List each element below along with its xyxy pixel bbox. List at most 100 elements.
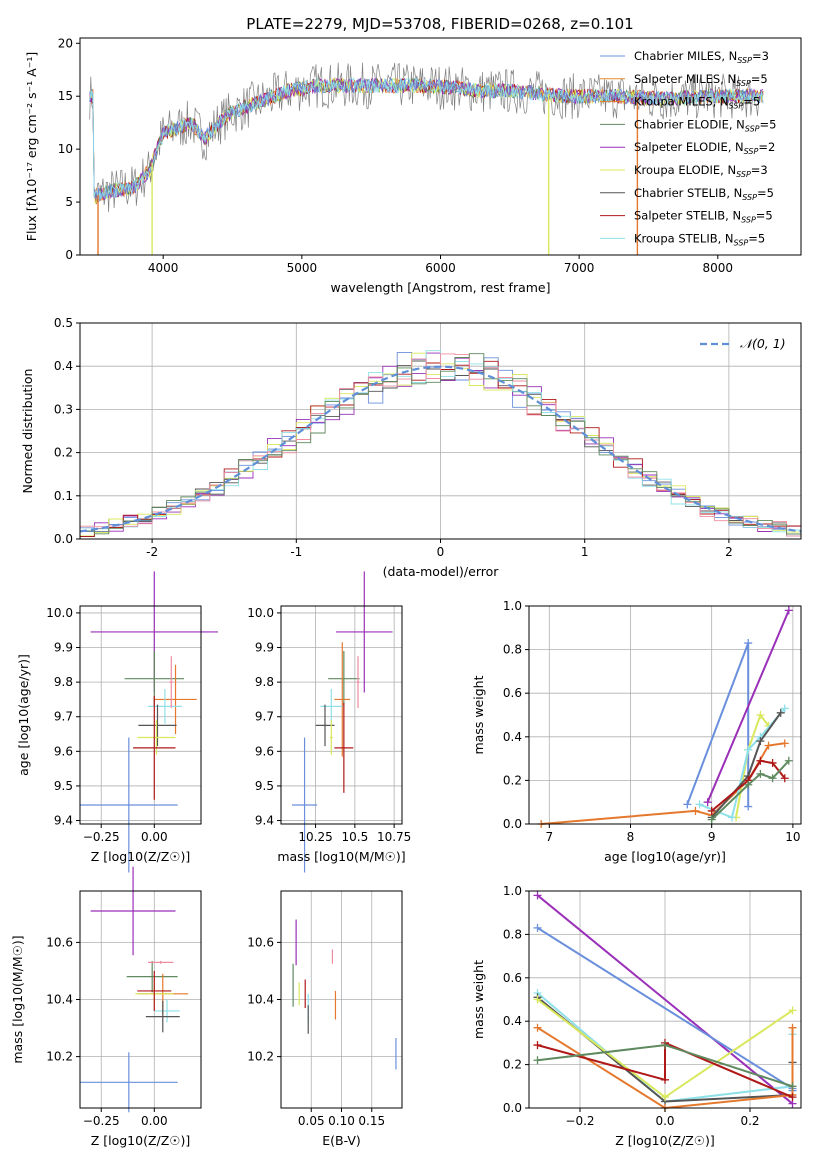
series-line [536, 1026, 794, 1110]
y-tick-label: 9.4 [54, 814, 73, 828]
data-point [780, 704, 789, 713]
legend-entry: Salpeter ELODIE, NSSP=2 [634, 140, 775, 156]
data-point [533, 1041, 542, 1050]
data-point [784, 756, 793, 765]
series-line [686, 642, 750, 807]
legend-entry: Chabrier MILES, NSSP=3 [634, 49, 769, 65]
x-axis-label: E(B-V) [322, 1133, 361, 1148]
data-point [768, 774, 777, 783]
x-axis-label: age [log10(age/yr)] [604, 849, 726, 864]
data-point [744, 780, 753, 789]
x-tick-label: 9 [708, 830, 716, 844]
x-tick-label: 8000 [703, 261, 734, 275]
y-tick-label: 0.4 [503, 730, 522, 744]
y-tick-label: 0 [65, 248, 73, 262]
y-tick-label: 10.2 [247, 1050, 274, 1064]
y-tick-label: 10.6 [247, 935, 274, 949]
y-tick-label: 20 [58, 36, 73, 50]
panel-age-vs-Z: −0.25 0.00 9.4 9.5 9.6 9.7 9.8 9.9 10.0 Z [log10(… [16, 571, 218, 873]
axes-frame [528, 605, 802, 825]
data-point [756, 769, 765, 778]
x-axis-label: Z [log10(Z/Z☉)] [615, 1133, 715, 1148]
y-tick-label: 0.1 [54, 489, 73, 503]
y-tick-label: 0.8 [503, 643, 522, 657]
data-point [683, 800, 692, 809]
x-axis-label: Z [log10(Z/Z☉)] [91, 849, 191, 864]
series-line [536, 894, 794, 1105]
data-point [661, 1075, 669, 1084]
y-tick-label: 0.2 [54, 446, 73, 460]
legend-entry: Chabrier STELIB, NSSP=5 [634, 186, 774, 202]
data-point [744, 802, 753, 811]
y-tick-label: 9.5 [255, 779, 274, 793]
data-point [727, 813, 736, 822]
panel-spectrum: 4000 5000 6000 7000 8000 0 5 10 15 20 wavelength [… [24, 36, 802, 295]
y-tick-label: 0.3 [54, 402, 73, 416]
x-tick-label: 10 [785, 830, 800, 844]
data-point [764, 741, 773, 750]
plot-area [292, 919, 397, 1070]
y-axis-label: mass [log10(M/M☉)] [10, 935, 25, 1063]
y-tick-label: 5 [65, 195, 73, 209]
y-tick-label: 10 [58, 142, 73, 156]
figure-title: PLATE=2279, MJD=53708, FIBERID=0268, z=0… [246, 15, 633, 33]
data-point [756, 737, 765, 746]
data-point [788, 1082, 797, 1091]
x-tick-label: 10.5 [341, 830, 368, 844]
panel-mass-vs-ebv: 0.05 0.10 0.15 10.2 10.4 10.6 E(B-V) [247, 890, 403, 1148]
data-point [780, 739, 789, 748]
x-tick-label: -1 [290, 545, 302, 559]
y-tick-label: 1.0 [503, 884, 522, 898]
legend: Chabrier MILES, NSSP=3 Salpeter MILES, NS… [600, 49, 776, 247]
x-tick-label: 0 [437, 545, 445, 559]
y-tick-label: 15 [58, 89, 73, 103]
y-tick-label: 9.4 [255, 814, 274, 828]
data-point [695, 800, 704, 809]
x-tick-label: 5000 [287, 261, 318, 275]
y-tick-label: 9.7 [255, 710, 274, 724]
panel-mass-vs-Z: −0.25 0.00 10.2 10.4 10.6 Z [log10(Z/Z☉)] mass… [10, 866, 202, 1148]
legend-entry: Chabrier ELODIE, NSSP=5 [634, 117, 776, 133]
axes-frame [280, 605, 403, 825]
data-point [533, 1023, 542, 1032]
y-tick-label: 10.6 [46, 935, 73, 949]
y-tick-label: 9.9 [255, 641, 274, 655]
y-tick-label: 0.6 [503, 686, 522, 700]
y-tick-label: 1.0 [503, 599, 522, 613]
data-point [788, 1006, 797, 1015]
data-point [691, 806, 700, 815]
legend-entry: 𝒩(0, 1) [740, 336, 786, 351]
x-tick-label: 10.75 [377, 830, 411, 844]
x-tick-label: 10.25 [298, 830, 332, 844]
data-point [533, 923, 542, 932]
panel-mass-weight-vs-age: 7 8 9 10 0.0 0.2 0.4 0.6 0.8 1.0 age [log10(age/yr… [471, 599, 802, 864]
y-tick-label: 10.2 [46, 1050, 73, 1064]
x-tick-label: 4000 [148, 261, 179, 275]
data-point [533, 995, 542, 1004]
x-axis-label: wavelength [Angstrom, rest frame] [330, 280, 550, 295]
y-tick-label: 0.6 [503, 971, 522, 985]
axes-frame [79, 605, 202, 825]
series-line [706, 610, 790, 803]
y-tick-label: 0.2 [503, 773, 522, 787]
data-point [744, 745, 753, 754]
data-point [533, 891, 542, 900]
x-tick-label: 1 [581, 545, 589, 559]
data-point [707, 815, 716, 824]
x-axis-label: mass [log10(M/M☉)] [277, 849, 405, 864]
x-tick-label: 2 [725, 545, 733, 559]
gaussian-curve [79, 365, 802, 533]
x-tick-label: -2 [146, 545, 158, 559]
data-point [744, 639, 753, 648]
data-point [703, 798, 712, 807]
legend-entry: Kroupa STELIB, NSSP=5 [634, 231, 765, 247]
y-tick-label: 0.8 [503, 927, 522, 941]
plot-area [89, 62, 764, 255]
panel-age-vs-mass: 10.25 10.5 10.75 9.4 9.5 9.6 9.7 9.8 9.9 10.0 mass… [247, 571, 411, 873]
y-tick-label: 9.6 [54, 744, 73, 758]
plot-area [79, 350, 802, 538]
y-tick-label: 0.0 [503, 817, 522, 831]
x-axis-label: Z [log10(Z/Z☉)] [91, 1133, 191, 1148]
data-point [784, 606, 793, 615]
